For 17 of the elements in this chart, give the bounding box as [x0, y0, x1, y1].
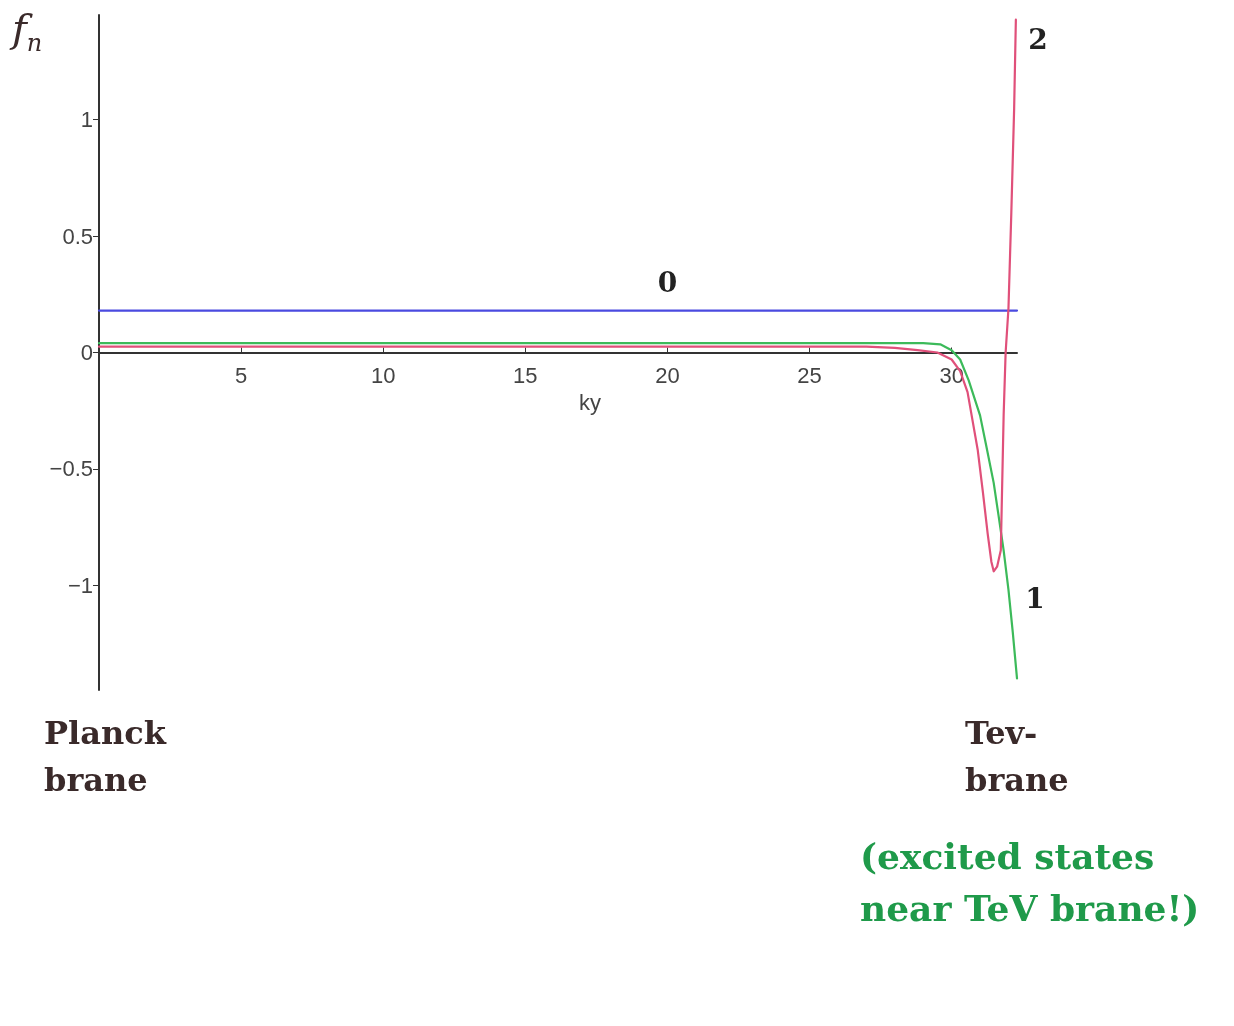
x-axis-title: ky: [579, 389, 601, 415]
annotation: 2: [1028, 23, 1048, 57]
text: Tev- brane: [965, 714, 1069, 799]
y-tick-label: −0.5: [49, 456, 93, 482]
y-tick-label: 1: [80, 107, 93, 133]
annotation: 0: [657, 266, 678, 300]
y-tick-label: 0.5: [62, 223, 93, 249]
x-tick-label: 5: [234, 363, 248, 388]
x-tick-label: 10: [370, 363, 396, 388]
text: Planck brane: [44, 714, 178, 799]
text: (excited states near TeV brane!): [860, 835, 1200, 930]
y-tick-label: 0: [80, 340, 93, 365]
y-tick-label: −1: [67, 572, 93, 598]
x-tick-label: 20: [655, 363, 680, 388]
x-tick-label: 25: [797, 363, 822, 388]
annotation: 1: [1025, 581, 1045, 615]
x-tick-label: 15: [513, 363, 538, 388]
